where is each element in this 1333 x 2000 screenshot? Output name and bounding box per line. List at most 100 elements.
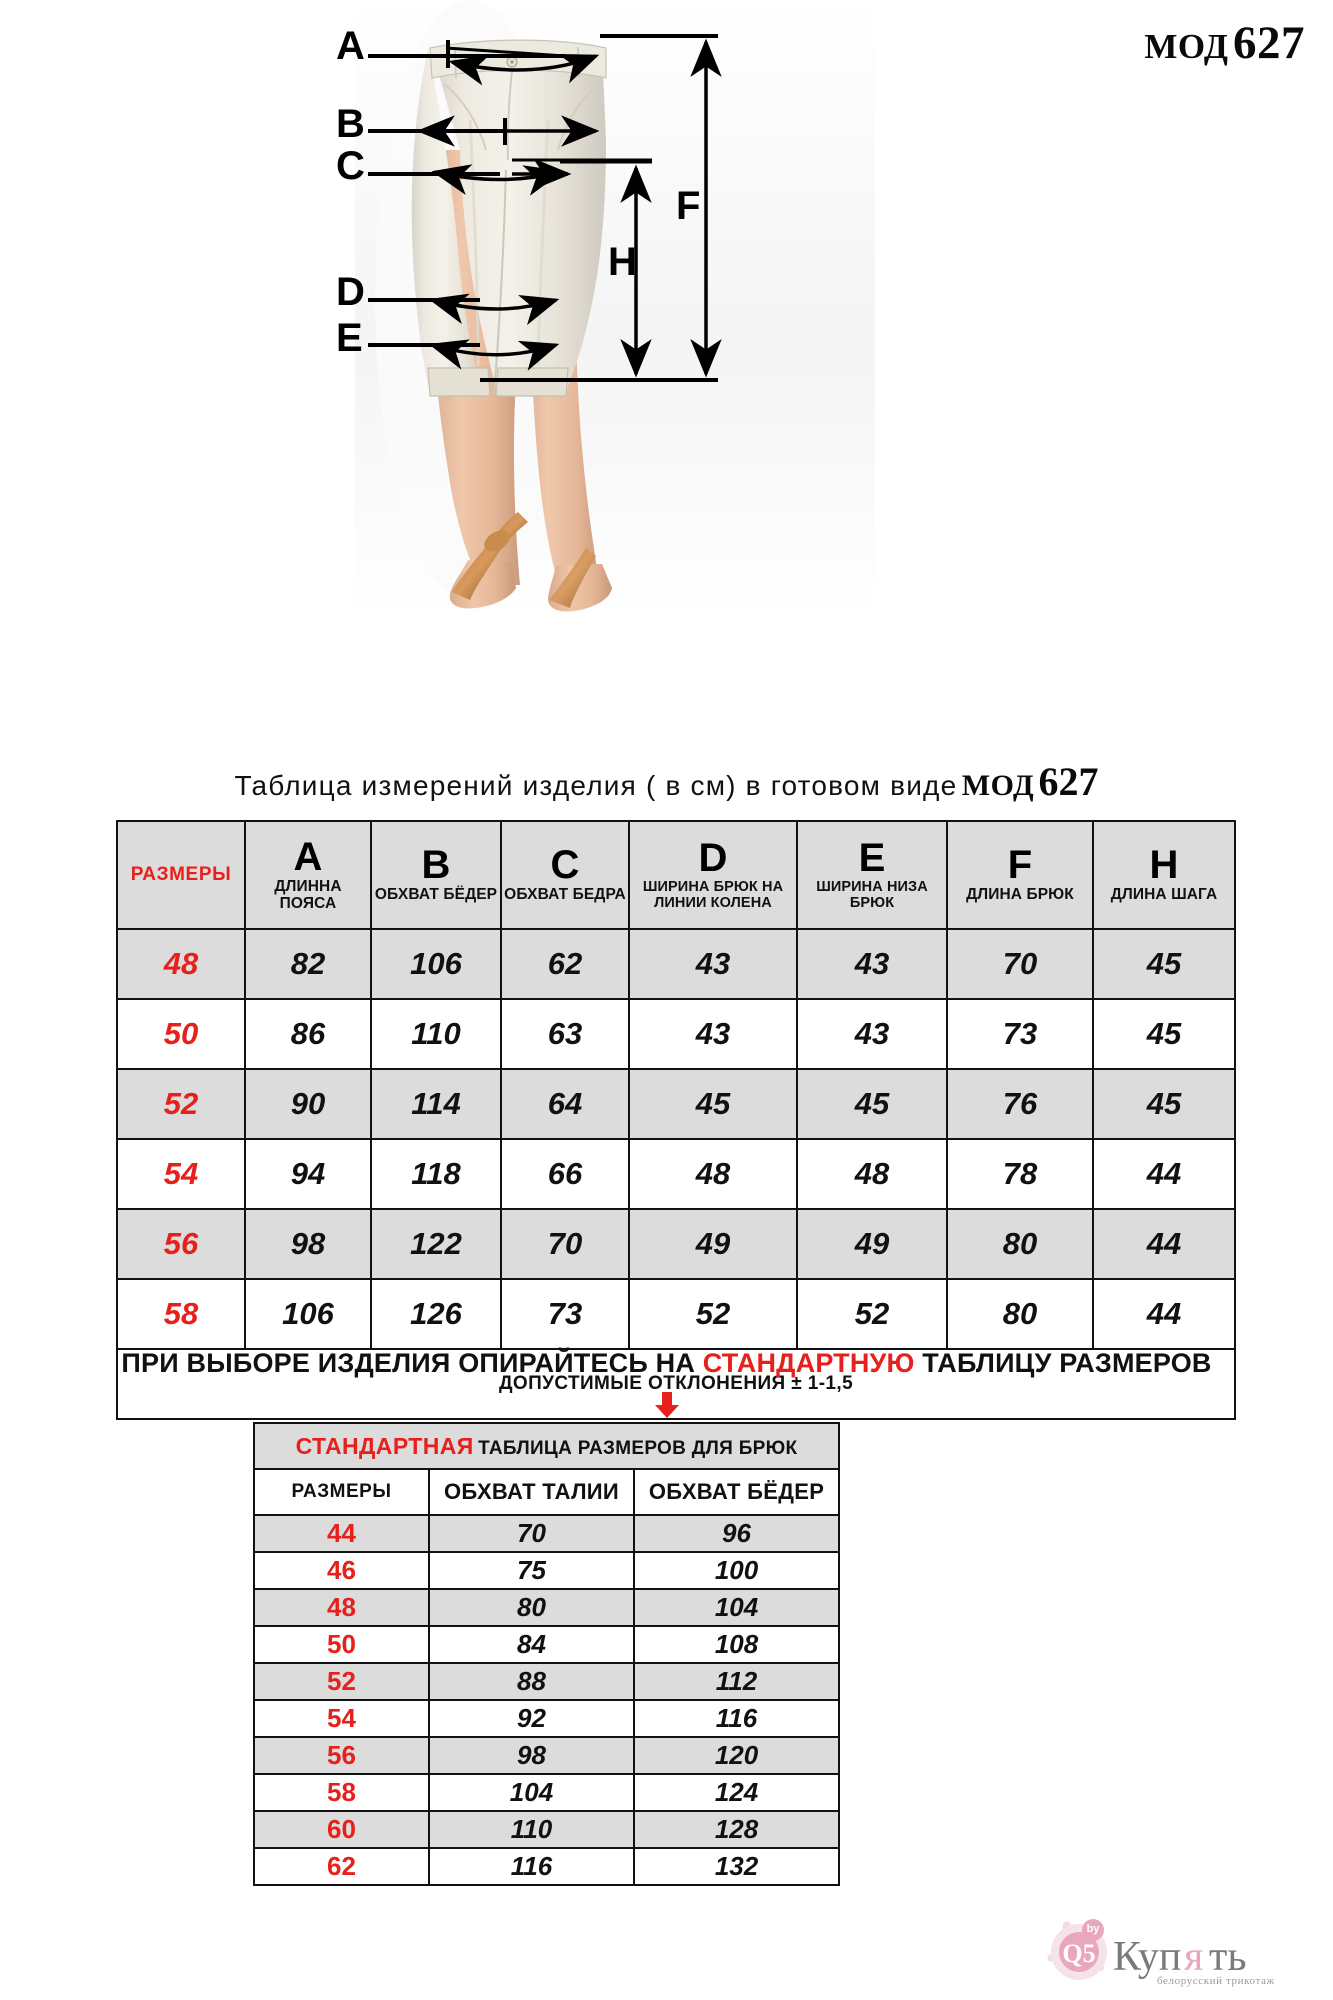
list-item: 44 70 96 [253,1514,841,1553]
cell-d: 45 [628,1068,798,1140]
header-cell-h: H ДЛИНА ШАГА [1092,820,1236,930]
dimension-label-d: D [336,270,365,314]
standard-sizes-table: СТАНДАРТНАЯ ТАБЛИЦА РАЗМЕРОВ ДЛЯ БРЮК РА… [252,1422,841,1886]
standard-cell-hip: 112 [632,1662,841,1701]
header-letter-c: C [550,842,580,887]
list-item: 60 110 128 [253,1810,841,1849]
standard-cell-size: 44 [253,1514,430,1553]
standard-header-waist-label: ОБХВАТ ТАЛИИ [443,1479,620,1504]
list-item: 62 116 132 [253,1847,841,1886]
cell-size: 56 [116,1208,246,1280]
cell-a: 86 [244,998,372,1070]
standard-cell-size: 58 [253,1773,430,1812]
standard-cell-hip: 116 [632,1699,841,1738]
standard-cell-size: 56 [253,1736,430,1775]
caption-mod-word: МОД [961,769,1035,802]
notice-text-before: ПРИ ВЫБОРЕ ИЗДЕЛИЯ ОПИРАЙТЕСЬ НА [121,1348,703,1378]
header-desc-e: ШИРИНА НИЗА БРЮК [816,879,928,911]
diagram-illustration [355,0,875,620]
cell-e: 49 [796,1208,948,1280]
cell-size: 58 [116,1278,246,1350]
header-sizes-label: РАЗМЕРЫ [130,864,232,885]
header-cell-b: B ОБХВАТ БЁДЕР [370,820,502,930]
cell-c: 62 [500,928,630,1000]
cell-size: 50 [116,998,246,1070]
standard-cell-hip: 100 [632,1551,841,1590]
dimension-label-b: B [336,102,365,146]
standard-cell-waist: 92 [428,1699,635,1738]
cell-a: 106 [244,1278,372,1350]
header-letter-b: B [421,842,451,887]
standard-cell-waist: 70 [428,1514,635,1553]
cell-h: 44 [1092,1208,1236,1280]
cell-size: 48 [116,928,246,1000]
table-row: 54 94 118 66 48 48 78 44 [116,1138,1236,1210]
cell-d: 52 [628,1278,798,1350]
standard-cell-waist: 98 [428,1736,635,1775]
header-desc-f: ДЛИНА БРЮК [966,886,1074,904]
brand-logo[interactable]: by Q5 Куп я ть белорусский трикотаж [1039,1910,1309,1990]
cell-c: 70 [500,1208,630,1280]
logo-name-part3: ть [1209,1934,1247,1980]
table-row: 56 98 122 70 49 49 80 44 [116,1208,1236,1280]
cell-f: 80 [946,1278,1094,1350]
standard-table-title: СТАНДАРТНАЯ ТАБЛИЦА РАЗМЕРОВ ДЛЯ БРЮК [252,1422,841,1470]
standard-cell-hip: 108 [632,1625,841,1664]
cell-f: 78 [946,1138,1094,1210]
cell-c: 73 [500,1278,630,1350]
cell-f: 80 [946,1208,1094,1280]
standard-header-sizes-label: РАЗМЕРЫ [291,1481,392,1502]
standard-header-row: РАЗМЕРЫ ОБХВАТ ТАЛИИ ОБХВАТ БЁДЕР [253,1468,841,1516]
cell-a: 98 [244,1208,372,1280]
standard-cell-hip: 124 [632,1773,841,1812]
standard-cell-hip: 128 [632,1810,841,1849]
tolerance-row: ДОПУСТИМЫЕ ОТКЛОНЕНИЯ ± 1-1,5 [116,1348,1236,1420]
cell-e: 52 [796,1278,948,1350]
cell-f: 70 [946,928,1094,1000]
cell-h: 45 [1092,1068,1236,1140]
header-desc-a: ДЛИННА ПОЯСА [274,877,342,912]
standard-cell-size: 50 [253,1625,430,1664]
standard-header-waist: ОБХВАТ ТАЛИИ [428,1468,635,1516]
cell-f: 73 [946,998,1094,1070]
standard-cell-size: 46 [253,1551,430,1590]
header-cell-a: A ДЛИННА ПОЯСА [244,820,372,930]
table-row: 58 106 126 73 52 52 80 44 [116,1278,1236,1350]
cell-b: 106 [370,928,502,1000]
header-letter-h: H [1149,842,1179,887]
table-row: 48 82 106 62 43 43 70 45 [116,928,1236,1000]
standard-cell-hip: 132 [632,1847,841,1886]
header-cell-d: D ШИРИНА БРЮК НА ЛИНИИ КОЛЕНА [628,820,798,930]
standard-cell-waist: 104 [428,1773,635,1812]
logo-name-part2: я [1184,1934,1203,1980]
cell-size: 52 [116,1068,246,1140]
brand-logo-text: by Q5 Куп я ть белорусский трикотаж [1062,1923,1274,1987]
header-cell-f: F ДЛИНА БРЮК [946,820,1094,930]
standard-title-row: СТАНДАРТНАЯ ТАБЛИЦА РАЗМЕРОВ ДЛЯ БРЮК [252,1422,841,1470]
standard-cell-size: 62 [253,1847,430,1886]
dimension-label-a: A [336,24,365,68]
cell-b: 126 [370,1278,502,1350]
standard-cell-size: 48 [253,1588,430,1627]
list-item: 48 80 104 [253,1588,841,1627]
cell-a: 90 [244,1068,372,1140]
cell-h: 45 [1092,998,1236,1070]
logo-badge: Q5 [1062,1939,1095,1968]
standard-cell-size: 54 [253,1699,430,1738]
header-letter-e: E [858,835,886,880]
list-item: 54 92 116 [253,1699,841,1738]
cell-d: 43 [628,998,798,1070]
header-letter-a: A [293,834,323,879]
cell-f: 76 [946,1068,1094,1140]
standard-cell-waist: 116 [428,1847,635,1886]
cell-e: 48 [796,1138,948,1210]
standard-cell-size: 60 [253,1810,430,1849]
brand-logo-icon [1047,1919,1107,1980]
cell-e: 43 [796,928,948,1000]
cell-b: 114 [370,1068,502,1140]
header-cell-c: C ОБХВАТ БЕДРА [500,820,630,930]
model-value: 627 [1233,17,1305,69]
model-prefix: МОД [1144,27,1229,66]
tolerance-note: ДОПУСТИМЫЕ ОТКЛОНЕНИЯ ± 1-1,5 [116,1348,1236,1420]
cell-h: 44 [1092,1138,1236,1210]
